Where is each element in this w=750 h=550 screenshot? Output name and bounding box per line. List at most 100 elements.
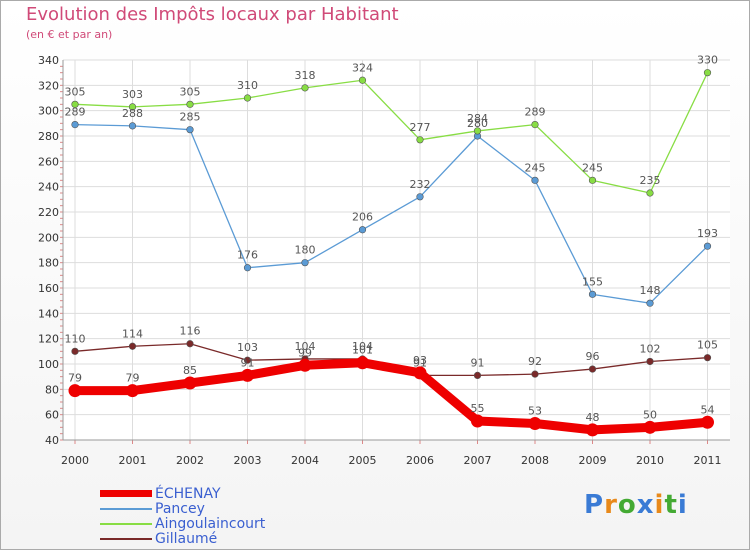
data-label: 91 (241, 356, 255, 369)
data-label: 55 (471, 402, 485, 415)
y-tick-label: 140 (38, 307, 59, 320)
data-point (473, 371, 482, 380)
data-point (243, 356, 252, 364)
y-tick-label: 40 (45, 434, 59, 447)
data-label: 305 (65, 85, 86, 98)
logo-letter: P (584, 490, 605, 520)
legend-label-echenay: ÉCHENAY (155, 485, 221, 502)
data-label: 48 (586, 411, 600, 424)
data-label: 280 (467, 117, 488, 130)
y-tick-label: 220 (38, 206, 59, 219)
y-tick-label: 300 (38, 105, 59, 118)
y-tick-label: 80 (45, 383, 59, 396)
data-point (528, 417, 542, 431)
data-point (413, 366, 427, 380)
data-point (186, 126, 194, 134)
y-tick-label: 260 (38, 155, 59, 168)
data-label: 235 (640, 174, 661, 187)
data-label: 303 (122, 88, 143, 101)
data-label: 277 (410, 121, 431, 134)
data-point (183, 376, 197, 390)
data-point (473, 127, 482, 135)
logo-letter: i (677, 490, 688, 520)
data-label: 232 (410, 178, 431, 191)
data-label: 93 (413, 354, 427, 367)
data-label: 289 (65, 106, 86, 119)
data-label: 155 (582, 275, 603, 288)
data-point (416, 136, 424, 144)
data-label: 102 (640, 342, 661, 355)
data-label: 96 (586, 350, 600, 363)
data-point (471, 414, 484, 428)
series-line-2 (74, 72, 709, 194)
x-tick-label: 2009 (579, 454, 607, 467)
data-point (68, 384, 82, 398)
y-tick-label: 100 (38, 358, 59, 371)
legend-label-aingoulaincourt: Aingoulaincourt (155, 515, 266, 532)
data-label: 285 (180, 111, 201, 124)
data-label: 176 (237, 249, 258, 262)
data-point (71, 120, 79, 129)
data-point (243, 94, 252, 102)
data-point (186, 100, 194, 108)
x-tick-label: 2007 (464, 454, 492, 467)
legend: ÉCHENAY Pancey Aingoulaincourt Gillaumé (100, 485, 266, 547)
data-label: 245 (525, 161, 546, 174)
data-point (588, 290, 597, 298)
data-label: 148 (640, 284, 661, 297)
data-label: 99 (298, 346, 312, 359)
legend-swatch-gillaume (100, 537, 152, 540)
x-tick-label: 2005 (349, 454, 377, 467)
data-label: 105 (697, 339, 718, 352)
data-point (588, 365, 597, 373)
legend-item-aingoulaincourt: Aingoulaincourt (100, 515, 266, 532)
x-tick-label: 2000 (61, 454, 89, 467)
data-point (646, 189, 654, 197)
y-tick-label: 120 (38, 333, 59, 346)
data-point (301, 259, 309, 267)
data-point (243, 264, 252, 272)
x-tick-label: 2001 (119, 454, 147, 467)
data-point (586, 423, 599, 437)
data-label: 50 (643, 408, 657, 421)
data-label: 79 (68, 372, 82, 385)
data-point (531, 120, 539, 129)
logo-letter: t (664, 490, 678, 520)
data-label: 91 (413, 356, 427, 369)
data-point (643, 420, 657, 434)
y-tick-label: 180 (38, 257, 59, 270)
data-point (298, 358, 312, 372)
data-label: 110 (65, 332, 86, 345)
logo-letter: r (604, 490, 618, 520)
data-label: 305 (180, 85, 201, 98)
data-label: 116 (180, 325, 201, 338)
y-tick-label: 240 (38, 181, 59, 194)
data-label: 92 (528, 355, 542, 368)
data-label: 91 (471, 356, 485, 369)
data-point (301, 84, 309, 92)
data-point (703, 242, 712, 250)
data-label: 101 (352, 344, 373, 357)
legend-item-pancey: Pancey (100, 500, 265, 517)
data-point (128, 122, 137, 130)
data-point (416, 193, 424, 201)
y-tick-label: 320 (38, 79, 59, 92)
proxiti-logo: Proxiti (584, 490, 688, 520)
logo-letter: x (636, 490, 655, 520)
x-tick-label: 2004 (291, 454, 319, 467)
data-label: 245 (582, 161, 603, 174)
data-label: 284 (467, 112, 488, 125)
data-point (186, 340, 194, 348)
data-label: 206 (352, 211, 373, 224)
series-line-1 (74, 123, 709, 304)
logo-letter: o (617, 490, 637, 520)
data-point (358, 76, 367, 84)
data-label: 324 (352, 61, 373, 74)
data-point (241, 368, 254, 382)
data-label: 193 (697, 227, 718, 240)
data-point (701, 415, 714, 429)
legend-label-pancey: Pancey (155, 500, 205, 517)
legend-item-gillaume: Gillaumé (100, 531, 265, 547)
x-tick-label: 2011 (694, 454, 722, 467)
